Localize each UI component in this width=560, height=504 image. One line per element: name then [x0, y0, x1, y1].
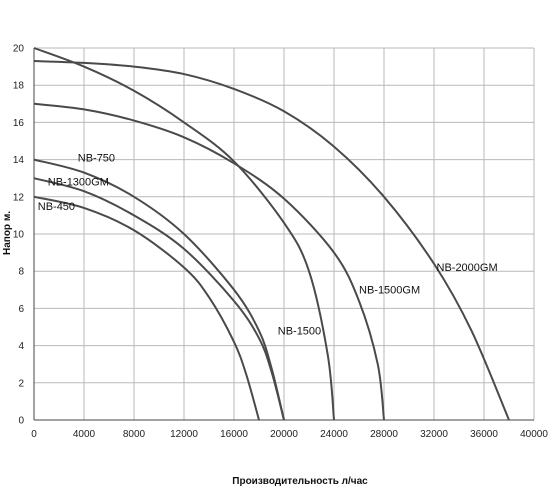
x-tick-label: 28000: [370, 429, 398, 440]
x-tick-label: 8000: [123, 429, 146, 440]
curve-nb-1300gm: [33, 177, 285, 421]
x-tick-label: 0: [31, 429, 37, 440]
y-axis-title: Напор м.: [2, 211, 13, 255]
y-tick-label: 0: [18, 416, 24, 427]
y-tick-label: 14: [13, 155, 25, 166]
x-tick-label: 32000: [420, 429, 448, 440]
y-tick-label: 10: [13, 230, 25, 241]
curve-nb-1500gm: [33, 102, 385, 421]
x-tick-label: 24000: [320, 429, 348, 440]
curve-nb-750: [33, 158, 285, 421]
x-tick-label: 16000: [220, 429, 248, 440]
curve-nb-450: [33, 195, 260, 421]
series-curves: [33, 47, 510, 421]
y-tick-label: 2: [18, 378, 24, 389]
series-label-nb-2000gm: NB-2000GM: [437, 262, 498, 274]
series-label-nb-750: NB-750: [78, 152, 115, 164]
series-labels: NB-450 NB-1300GM NB-750 NB-1500 NB-1500GM NB-…: [38, 152, 498, 337]
series-label-nb-1500: NB-1500: [278, 325, 321, 337]
x-tick-labels: 0 4000 8000 12000 16000 20000 24000 28000 32000 3…: [31, 429, 548, 440]
curve-nb-2000gm: [33, 60, 510, 421]
y-tick-label: 12: [13, 192, 25, 203]
y-tick-label: 4: [18, 341, 24, 352]
x-tick-label: 36000: [470, 429, 498, 440]
series-label-nb-1300gm: NB-1300GM: [48, 177, 109, 189]
gridlines: [33, 47, 535, 421]
y-tick-label: 6: [18, 304, 24, 315]
x-tick-label: 40000: [520, 429, 548, 440]
x-tick-label: 20000: [270, 429, 298, 440]
y-tick-label: 8: [18, 267, 24, 278]
y-tick-labels: 0 2 4 6 8 10 12 14 16 18 20: [13, 44, 25, 427]
y-tick-label: 18: [13, 81, 25, 92]
series-label-nb-450: NB-450: [38, 201, 75, 213]
series-label-nb-1500gm: NB-1500GM: [359, 285, 420, 297]
y-tick-label: 16: [13, 118, 25, 129]
x-tick-label: 12000: [170, 429, 198, 440]
x-tick-label: 4000: [73, 429, 96, 440]
y-tick-label: 20: [13, 44, 25, 55]
x-axis-title: Производительность л/час: [232, 476, 368, 487]
